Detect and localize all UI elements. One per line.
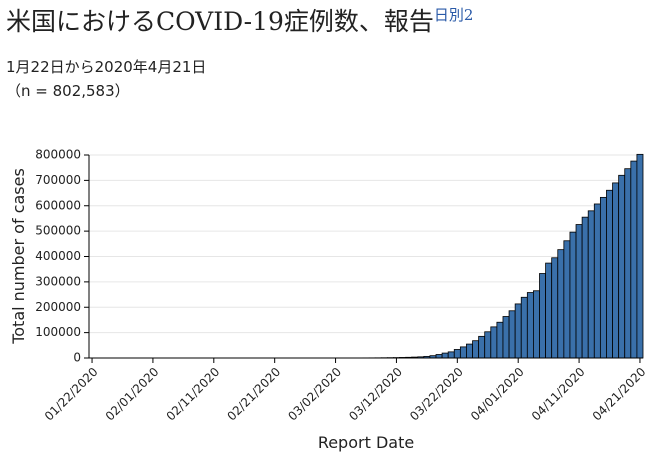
bar: [593, 203, 601, 359]
bar: [478, 335, 486, 359]
x-tick-label: 04/21/2020: [590, 365, 649, 424]
bar: [606, 189, 613, 359]
chart-title: 米国におけるCOVID-19症例数、報告日別2: [6, 6, 473, 36]
bar: [612, 182, 620, 359]
bar: [551, 257, 559, 359]
note: （n = 802,583）: [6, 82, 130, 100]
title-superscript: 日別2: [434, 6, 474, 24]
bar: [533, 290, 540, 359]
bar: [496, 321, 504, 359]
bar: [441, 352, 449, 359]
x-tick-label: 04/11/2020: [529, 365, 588, 424]
x-tick-label: 01/22/2020: [42, 365, 101, 424]
bar: [484, 331, 492, 359]
bar: [575, 224, 583, 359]
bar: [636, 153, 644, 359]
bar: [557, 249, 565, 359]
title-main: 米国におけるCOVID-19症例数、報告: [6, 7, 434, 36]
bar: [563, 240, 571, 359]
bar: [514, 303, 522, 359]
bar: [435, 354, 443, 359]
y-tick-label: 300000: [35, 274, 81, 288]
bar: [520, 296, 528, 359]
bar: [490, 326, 498, 359]
bar: [466, 343, 473, 359]
bar: [459, 346, 467, 359]
bar: [539, 273, 546, 359]
bar: [447, 351, 455, 359]
y-tick-label: 0: [73, 351, 81, 365]
y-tick-label: 100000: [35, 325, 81, 339]
y-tick-label: 200000: [35, 300, 81, 314]
subtitle: 1月22日から2020年4月21日: [6, 58, 206, 76]
bar: [624, 168, 632, 359]
y-tick-label: 600000: [35, 198, 81, 212]
bar: [545, 262, 553, 359]
x-axis-label: Report Date: [318, 433, 414, 452]
bar: [630, 160, 638, 359]
y-tick-label: 800000: [35, 148, 81, 162]
x-tick-label: 03/02/2020: [285, 365, 344, 424]
x-tick-label: 02/21/2020: [224, 365, 283, 424]
bar: [502, 316, 510, 359]
bar: [453, 349, 461, 359]
x-tick-label: 03/12/2020: [346, 365, 405, 424]
y-tick-label: 700000: [35, 173, 81, 187]
bar: [599, 196, 607, 359]
y-tick-label: 500000: [35, 224, 81, 238]
bar: [472, 340, 480, 359]
x-tick-label: 02/11/2020: [164, 365, 223, 424]
y-axis-label: Total number of cases: [9, 168, 28, 345]
bar: [508, 310, 516, 359]
bar: [581, 216, 589, 359]
x-tick-label: 03/22/2020: [407, 365, 466, 424]
x-tick-label: 02/01/2020: [103, 365, 162, 424]
bar: [526, 292, 534, 359]
bar: [569, 231, 577, 359]
bar: [587, 210, 595, 359]
y-tick-label: 400000: [35, 249, 81, 263]
x-tick-label: 04/01/2020: [468, 365, 527, 424]
bar: [618, 174, 626, 359]
